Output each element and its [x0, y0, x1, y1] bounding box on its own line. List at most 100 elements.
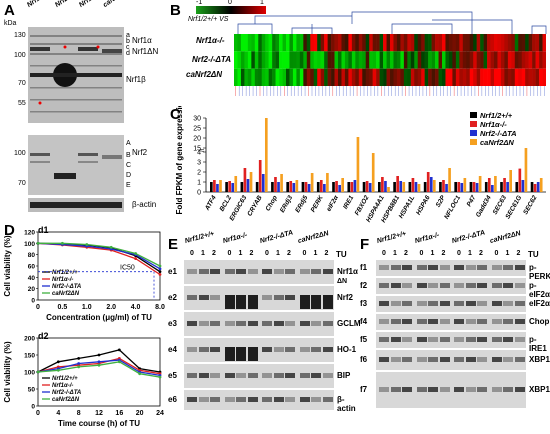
- e-band: [210, 269, 220, 274]
- heatmap-cell: [448, 34, 453, 52]
- c-bar: [280, 174, 283, 192]
- heatmap-cell: [414, 68, 419, 86]
- f-band: [454, 265, 464, 270]
- e-band: [236, 295, 246, 309]
- heatmap-cell: [414, 34, 419, 52]
- line-chart-d1: d1 Cell viability (%) Concentration (μg/ml…: [3, 225, 165, 322]
- f-band: [491, 301, 502, 306]
- heatmap-cell: [480, 51, 484, 69]
- heatmap-cell: [324, 34, 328, 52]
- heatmap-cell: [324, 68, 328, 86]
- heatmap-cell: [247, 68, 252, 86]
- d-sublabel: d2: [38, 331, 49, 341]
- c-bar: [353, 180, 357, 192]
- heatmap-cell: [351, 68, 356, 86]
- f-band: [379, 265, 389, 270]
- e-lane-label: 0: [227, 250, 232, 257]
- band-nrf1b: Nrf1β: [126, 75, 146, 84]
- heatmap-cell: [511, 51, 516, 69]
- f-band: [402, 387, 412, 392]
- heatmap-cell: [251, 68, 256, 86]
- c-bar: [323, 184, 326, 192]
- d-ytick-label: 150: [24, 353, 35, 360]
- e-band: [299, 347, 310, 352]
- e-row-id: e5: [168, 371, 177, 380]
- f-band: [428, 319, 438, 324]
- e-col-label: Nrf2-/-ΔTA: [259, 229, 294, 245]
- band-nrf1a: Nrf1α: [132, 36, 152, 45]
- heatmap-cell: [303, 34, 308, 52]
- d-point: [61, 241, 64, 245]
- e-blot-row: [184, 390, 334, 410]
- c-bar: [417, 184, 421, 192]
- c-bar: [393, 182, 396, 192]
- blot-nrf1: [28, 27, 124, 123]
- c-legend-label: caNrf2ΔN: [480, 138, 514, 147]
- d-ytick-label: 0: [31, 404, 35, 411]
- heatmap-cell: [296, 68, 301, 86]
- c-category-label: HSPA6: [415, 194, 432, 216]
- d-ytick-label: 60: [28, 264, 36, 271]
- heatmap-cell: [507, 34, 512, 52]
- d-ytick-label: 40: [28, 275, 36, 282]
- c-bar: [399, 181, 403, 192]
- f-blot-row: [376, 372, 526, 408]
- heatmap-cell: [393, 51, 398, 69]
- c-ytick-label: 4: [197, 150, 201, 157]
- f-band: [390, 265, 401, 270]
- c-bar: [264, 118, 268, 192]
- e-band: [311, 347, 321, 352]
- heatmap-cell: [338, 51, 342, 69]
- heatmap-cell: [331, 68, 335, 86]
- e-band: [247, 373, 258, 378]
- heatmap-cell: [327, 34, 332, 52]
- c-bar: [454, 182, 458, 192]
- heatmap-cell: [254, 51, 259, 69]
- d-point: [109, 245, 113, 249]
- d-point: [36, 241, 40, 245]
- c-bar: [432, 180, 436, 192]
- f-band: [477, 265, 487, 270]
- heatmap-cell: [351, 34, 356, 52]
- d-xtick-label: 4: [56, 410, 60, 417]
- e-band: [247, 295, 258, 309]
- c-bar: [225, 182, 228, 192]
- f-band: [379, 319, 389, 324]
- e-row-id: e1: [168, 267, 177, 276]
- e-band: [198, 269, 209, 274]
- heatmap-cell: [258, 68, 263, 86]
- e-lane-label: 1: [201, 250, 205, 257]
- heatmap-cell: [466, 68, 471, 86]
- marker-nrf2-70: 70: [18, 180, 26, 187]
- heatmap-cell: [525, 51, 529, 69]
- heatmap-cell: [424, 68, 429, 86]
- e-band: [187, 347, 197, 352]
- c-bar: [365, 181, 369, 192]
- heatmap-cell: [334, 51, 339, 69]
- c-bar: [411, 178, 415, 192]
- heatmap-cell: [289, 68, 294, 86]
- heatmap-cell: [403, 34, 408, 52]
- heatmap-cell: [445, 34, 450, 52]
- d-legend-label: Nrf1α-/-: [52, 277, 73, 283]
- heatmap-cell: [410, 68, 415, 86]
- panel-label-a: A: [4, 2, 15, 19]
- f-row-name: p-eIF2α: [529, 281, 550, 299]
- heatmap-cell: [362, 34, 367, 52]
- c-bar: [231, 183, 235, 192]
- heatmap-cell: [442, 34, 446, 52]
- heatmap-cell: [428, 68, 432, 86]
- e-lane-label: 0: [302, 250, 307, 257]
- heatmap-cell: [365, 51, 370, 69]
- heatmap-cell: [469, 51, 474, 69]
- heatmap-cell: [344, 34, 349, 52]
- heatmap-cell: [383, 51, 387, 69]
- c-bar: [255, 182, 259, 192]
- c-bar: [521, 180, 525, 192]
- e-band: [273, 347, 284, 352]
- c-bar: [414, 182, 418, 192]
- blot-nrf1-bands: [28, 27, 124, 123]
- c-bar: [478, 176, 482, 192]
- f-band: [428, 301, 438, 306]
- heatmap-cell: [244, 68, 249, 86]
